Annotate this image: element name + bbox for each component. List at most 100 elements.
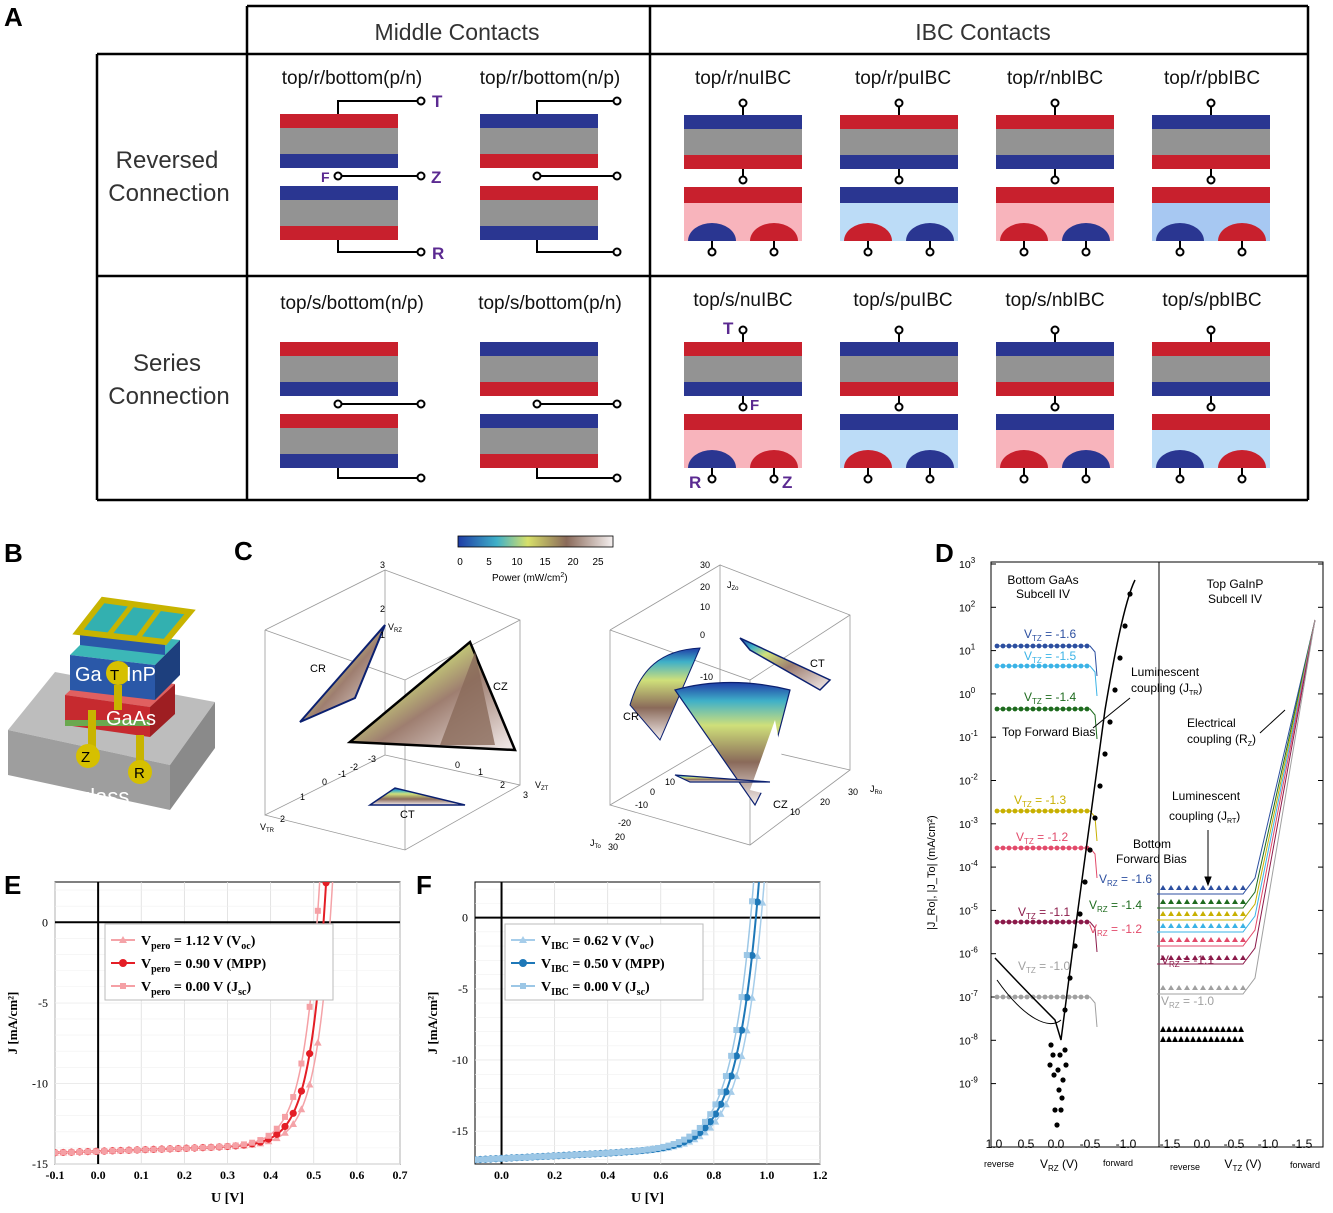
data-point	[711, 1110, 720, 1118]
data-point	[560, 1152, 567, 1159]
svg-text:VTR: VTR	[260, 822, 275, 834]
data-point	[1168, 937, 1174, 942]
data-point	[576, 1151, 583, 1158]
data-point	[305, 1080, 314, 1088]
data-point	[1232, 955, 1238, 960]
data-point	[503, 1155, 510, 1162]
data-point	[249, 1139, 256, 1146]
data-point	[1160, 955, 1166, 960]
series-label: VRZ = -1.1	[1161, 953, 1214, 969]
y-tick-label: 0	[42, 915, 48, 929]
data-point	[297, 1105, 306, 1113]
data-point	[1200, 937, 1206, 942]
y-tick-label: 100	[959, 686, 976, 701]
legend-entry: VIBC = 0.00 V (Jsc)	[541, 980, 650, 998]
svg-text:0: 0	[700, 630, 705, 640]
svg-text:10: 10	[790, 807, 800, 817]
series-label: VTZ = -1.6	[1024, 627, 1076, 643]
legend-entry: Vpero = 0.90 V (MPP)	[141, 957, 266, 975]
data-point	[257, 1137, 264, 1144]
data-point	[1216, 937, 1222, 942]
data-point	[508, 1154, 515, 1161]
series-label: VTZ = -1.2	[1016, 830, 1068, 846]
data-point	[1240, 955, 1246, 960]
data-point	[306, 1050, 314, 1058]
y-tick-label: 10-4	[959, 859, 978, 874]
data-point	[1190, 1036, 1196, 1042]
label-glass: glass	[78, 784, 129, 809]
data-point	[1178, 1036, 1184, 1042]
data-point	[492, 1155, 499, 1162]
data-point	[298, 1060, 305, 1067]
terminal-label-t: T	[432, 92, 443, 111]
data-point	[1107, 719, 1113, 725]
label-ga: Ga	[75, 664, 103, 686]
data-point	[712, 1101, 719, 1108]
y-tick-label: 10-2	[959, 773, 978, 788]
legend-entry: Vpero = 1.12 V (Voc)	[141, 934, 256, 952]
data-point	[749, 898, 756, 905]
data-point	[649, 1145, 656, 1152]
data-point	[1216, 885, 1222, 890]
data-point	[738, 994, 745, 1001]
row-series-line1: Series	[133, 350, 201, 377]
y-axis-label: J [mA/cm²]	[5, 992, 20, 1055]
data-point	[1176, 937, 1182, 942]
data-point	[1240, 911, 1246, 916]
data-point	[519, 1154, 526, 1161]
forward-right: forward	[1290, 1160, 1320, 1170]
data-point	[1220, 1036, 1226, 1042]
data-point	[281, 1122, 289, 1131]
data-point	[1192, 937, 1198, 942]
panel-a-table: Middle Contacts IBC Contacts Reversed Co…	[95, 4, 1310, 502]
data-point	[722, 1088, 730, 1096]
label-cz-left: CZ	[493, 681, 508, 693]
data-point	[1054, 1122, 1060, 1128]
data-point	[733, 1027, 740, 1034]
series-label: VTZ = -1.0	[1018, 959, 1070, 975]
data-point	[706, 1118, 714, 1126]
data-point	[117, 1147, 124, 1154]
data-point	[1184, 1036, 1190, 1042]
ibc-stacks	[684, 98, 1270, 484]
terminal-label-z: Z	[782, 473, 792, 492]
data-point	[1160, 985, 1166, 990]
data-point	[597, 1150, 604, 1157]
x-axis-label: U [V]	[631, 1191, 664, 1206]
panel-d-label: D	[935, 538, 954, 568]
data-point	[1238, 1026, 1244, 1032]
data-point	[1226, 1036, 1232, 1042]
reverse-left: reverse	[984, 1159, 1014, 1169]
svg-text:-20: -20	[618, 818, 631, 828]
row-reversed-line2: Connection	[108, 180, 229, 207]
data-point	[1166, 1036, 1172, 1042]
data-point	[1208, 1026, 1214, 1032]
x-tick-label: 0.7	[393, 1168, 408, 1182]
svg-text:2: 2	[280, 814, 285, 824]
surface-cr-left	[299, 624, 386, 723]
data-point	[1214, 1036, 1220, 1042]
data-point	[482, 1156, 489, 1163]
row-reversed-line1: Reversed	[116, 147, 219, 174]
data-point	[1087, 847, 1093, 853]
data-point	[208, 1144, 215, 1151]
data-point	[1192, 911, 1198, 916]
data-point	[1192, 985, 1198, 990]
data-point	[134, 1146, 141, 1153]
ann-bfb: Bottom	[1133, 837, 1171, 851]
x-label-left: VRZ (V)	[1040, 1157, 1078, 1173]
label-ct-right: CT	[810, 658, 825, 670]
x-tick-label: 0.6	[349, 1168, 364, 1182]
data-point	[477, 1156, 484, 1163]
reverse-right: reverse	[1170, 1162, 1200, 1172]
label-t: T	[110, 667, 119, 684]
data-point	[1060, 1077, 1066, 1083]
colorbar-tick: 15	[539, 557, 551, 568]
y-axis-label: |J_Ro|, |J_To| (mA/cm²)	[926, 815, 938, 930]
series-label: VRZ = -1.2	[1089, 922, 1142, 938]
x-tick-label: 1.0	[986, 1137, 1003, 1151]
x-tick-label: 0.2	[177, 1168, 192, 1182]
svg-text:10: 10	[700, 602, 710, 612]
terminal-label-t: T	[723, 319, 734, 338]
y-tick-label: -10	[32, 1076, 48, 1090]
